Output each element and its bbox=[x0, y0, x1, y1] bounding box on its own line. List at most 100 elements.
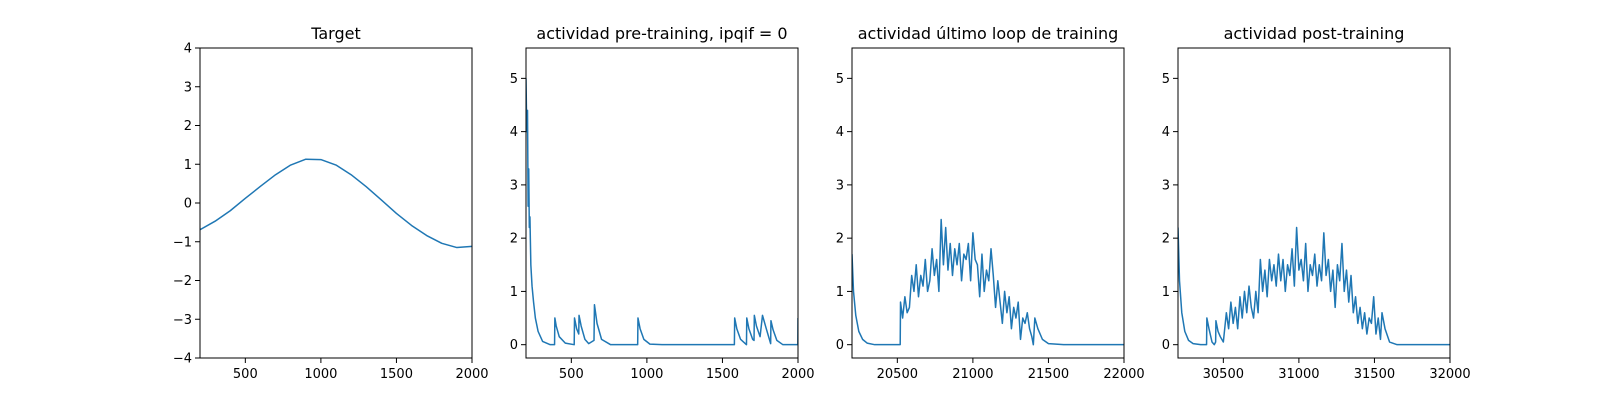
y-tick: 2 bbox=[1162, 232, 1178, 247]
y-tick-label: 5 bbox=[1162, 72, 1170, 87]
subplot-2: 500 1000 1500 2000 0 1 2 3 4 5 actividad pre-train… bbox=[510, 24, 815, 382]
y-tick: 5 bbox=[510, 72, 526, 87]
y-tick: −2 bbox=[173, 274, 200, 289]
x-tick-label: 1000 bbox=[630, 367, 663, 382]
y-tick-label: 3 bbox=[184, 80, 192, 95]
y-tick-label: 3 bbox=[1162, 178, 1170, 193]
x-tick: 31500 bbox=[1354, 358, 1395, 382]
y-tick-label: −3 bbox=[173, 313, 192, 328]
y-tick-label: 5 bbox=[836, 72, 844, 87]
x-tick: 2000 bbox=[455, 358, 489, 382]
series-line-4-1 bbox=[1178, 226, 1450, 346]
x-tick-label: 20500 bbox=[877, 367, 918, 382]
series-line-2-1 bbox=[526, 78, 798, 346]
subplot-3: 20500 21000 21500 22000 0 1 2 3 4 5 actividad últi… bbox=[836, 24, 1145, 382]
x-tick: 31000 bbox=[1278, 358, 1320, 382]
y-tick-label: 1 bbox=[1162, 285, 1170, 300]
x-tick: 32000 bbox=[1429, 358, 1471, 382]
y-tick-label: −2 bbox=[173, 274, 192, 289]
x-tick: 1500 bbox=[706, 358, 739, 382]
x-tick-label: 500 bbox=[559, 367, 584, 382]
y-tick-label: 0 bbox=[510, 338, 518, 353]
x-tick: 1000 bbox=[630, 358, 663, 382]
y-tick: −3 bbox=[173, 313, 200, 328]
y-tick: 5 bbox=[836, 72, 852, 87]
y-tick: 0 bbox=[510, 338, 526, 353]
x-tick-label: 31500 bbox=[1354, 367, 1395, 382]
y-tick-label: 4 bbox=[184, 42, 192, 57]
y-tick-label: 4 bbox=[510, 125, 518, 140]
x-tick: 2000 bbox=[781, 358, 815, 382]
x-tick-label: 1000 bbox=[304, 367, 337, 382]
y-tick: 4 bbox=[510, 125, 526, 140]
x-tick: 1000 bbox=[304, 358, 337, 382]
subplot-1: 500 1000 1500 2000 −4 −3 −2 −1 0 1 2 3 4 Target bbox=[173, 24, 489, 382]
y-tick-label: 3 bbox=[510, 178, 518, 193]
y-tick-label: 5 bbox=[510, 72, 518, 87]
y-tick-label: −1 bbox=[173, 235, 192, 250]
y-tick-label: 1 bbox=[836, 285, 844, 300]
x-tick-label: 22000 bbox=[1103, 367, 1144, 382]
chart-title: actividad pre-training, ipqif = 0 bbox=[536, 24, 787, 43]
x-tick-label: 21500 bbox=[1028, 367, 1069, 382]
y-tick-label: 0 bbox=[184, 197, 192, 212]
x-tick-label: 32000 bbox=[1429, 367, 1470, 382]
y-tick-label: 4 bbox=[1162, 125, 1170, 140]
y-tick: 1 bbox=[184, 158, 200, 173]
y-tick-label: 4 bbox=[836, 125, 844, 140]
x-tick-label: 2000 bbox=[781, 367, 814, 382]
y-tick: 3 bbox=[184, 80, 200, 95]
y-tick: 0 bbox=[836, 338, 852, 353]
chart-title: actividad último loop de training bbox=[858, 24, 1119, 43]
x-tick: 22000 bbox=[1103, 358, 1145, 382]
y-tick: 1 bbox=[1162, 285, 1178, 300]
x-tick-label: 500 bbox=[233, 367, 258, 382]
x-tick-label: 1500 bbox=[380, 367, 413, 382]
y-tick-label: 1 bbox=[184, 158, 192, 173]
y-tick-label: 2 bbox=[1162, 232, 1170, 247]
x-tick-label: 2000 bbox=[455, 367, 488, 382]
y-tick-label: 2 bbox=[836, 232, 844, 247]
x-tick-label: 30500 bbox=[1203, 367, 1244, 382]
axes-frame bbox=[525, 47, 799, 359]
y-tick: 5 bbox=[1162, 72, 1178, 87]
x-tick: 21000 bbox=[952, 358, 994, 382]
x-tick-label: 1500 bbox=[706, 367, 739, 382]
x-tick: 1500 bbox=[380, 358, 413, 382]
y-tick: 0 bbox=[184, 197, 200, 212]
x-tick-label: 21000 bbox=[952, 367, 993, 382]
y-tick: 4 bbox=[1162, 125, 1178, 140]
y-tick: 3 bbox=[1162, 178, 1178, 193]
y-tick: 1 bbox=[836, 285, 852, 300]
x-tick: 21500 bbox=[1028, 358, 1069, 382]
subplot-4: 30500 31000 31500 32000 0 1 2 3 4 5 actividad post… bbox=[1162, 24, 1471, 382]
y-tick: 2 bbox=[510, 232, 526, 247]
y-tick-label: 3 bbox=[836, 178, 844, 193]
axes-frame bbox=[1177, 47, 1451, 359]
x-tick: 500 bbox=[559, 358, 584, 382]
axes-frame bbox=[851, 47, 1125, 359]
y-tick: 1 bbox=[510, 285, 526, 300]
y-tick: 0 bbox=[1162, 338, 1178, 353]
y-tick: −4 bbox=[173, 352, 200, 367]
y-tick: 3 bbox=[510, 178, 526, 193]
chart-title: actividad post-training bbox=[1224, 24, 1405, 43]
x-tick: 20500 bbox=[877, 358, 918, 382]
y-tick: −1 bbox=[173, 235, 200, 250]
y-tick: 4 bbox=[184, 42, 200, 57]
x-tick-label: 31000 bbox=[1278, 367, 1319, 382]
chart-title: Target bbox=[310, 24, 361, 43]
y-tick: 2 bbox=[184, 119, 200, 134]
series-line-3-1 bbox=[852, 218, 1124, 346]
y-tick: 4 bbox=[836, 125, 852, 140]
x-tick: 30500 bbox=[1203, 358, 1244, 382]
y-tick-label: 0 bbox=[836, 338, 844, 353]
y-tick-label: 0 bbox=[1162, 338, 1170, 353]
y-tick-label: 1 bbox=[510, 285, 518, 300]
y-tick-label: 2 bbox=[510, 232, 518, 247]
y-tick: 3 bbox=[836, 178, 852, 193]
y-tick-label: 2 bbox=[184, 119, 192, 134]
y-tick-label: −4 bbox=[173, 352, 192, 367]
y-tick: 2 bbox=[836, 232, 852, 247]
